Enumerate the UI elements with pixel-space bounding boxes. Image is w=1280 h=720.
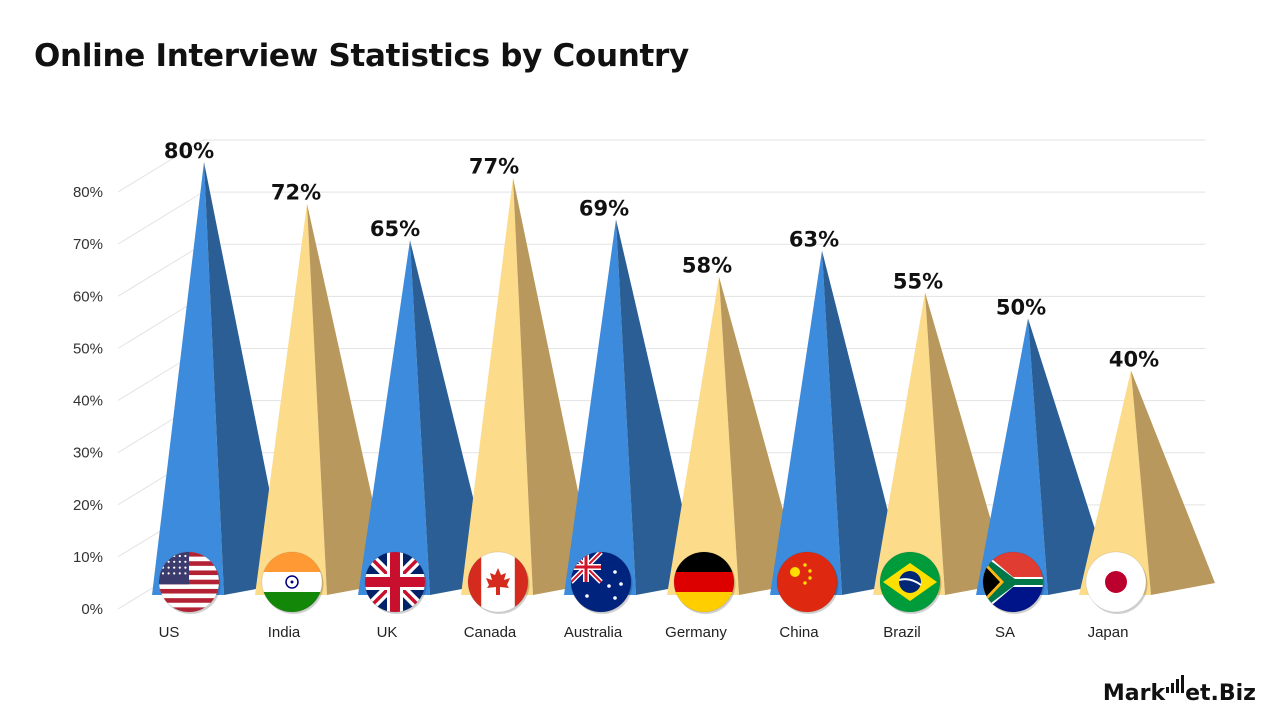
pyramid-front-face: [358, 240, 430, 595]
pyramid-front-face: [461, 177, 533, 595]
canada-flag-icon: [467, 551, 530, 614]
china-flag-icon: [776, 551, 839, 614]
pyramid-bar: [770, 250, 906, 614]
india-flag-icon: [261, 551, 324, 614]
pyramid-bar: [461, 177, 597, 614]
data-label: 58%: [682, 254, 732, 278]
south-africa-flag-icon: [982, 551, 1045, 614]
pyramid-front-face: [255, 203, 327, 595]
pyramid-front-face: [1079, 370, 1151, 595]
x-tick-label: Japan: [1088, 624, 1129, 641]
germany-flag-icon: [673, 551, 736, 614]
logo-text-left: Mark: [1102, 681, 1166, 706]
logo-text-right: et.Biz: [1185, 681, 1256, 706]
x-tick-label: US: [159, 624, 180, 641]
pyramid-front-face: [667, 276, 739, 595]
x-tick-label: India: [268, 624, 301, 641]
data-label: 50%: [996, 295, 1046, 319]
pyramid-front-face: [564, 219, 636, 595]
pyramid-bar: [358, 240, 494, 614]
pyramid-side-face: [719, 276, 803, 595]
brazil-flag-icon: [879, 551, 942, 614]
us-flag-icon: [158, 551, 221, 614]
y-tick-label: 60%: [73, 288, 103, 305]
pyramid-side-face: [1028, 318, 1112, 595]
data-label: 77%: [469, 155, 519, 179]
pyramid-front-face: [770, 250, 842, 596]
pyramid-bar: [873, 292, 1009, 614]
x-tick-label: Canada: [464, 624, 517, 641]
pyramid-bar: [1079, 370, 1215, 614]
pyramid-front-face: [976, 318, 1048, 595]
pyramid-side-face: [822, 250, 906, 596]
bars: [152, 162, 1215, 614]
data-label: 80%: [164, 139, 214, 163]
y-tick-label: 30%: [73, 445, 103, 462]
data-label: 72%: [271, 181, 321, 205]
x-tick-label: Brazil: [883, 624, 921, 641]
logo: Mark et.Biz: [1103, 675, 1256, 706]
x-tick-label: Australia: [564, 624, 623, 641]
pyramid-side-face: [1131, 370, 1215, 595]
pyramid-front-face: [152, 162, 224, 595]
x-tick-label: SA: [995, 624, 1015, 641]
y-tick-label: 80%: [73, 184, 103, 201]
y-tick-label: 10%: [73, 549, 103, 566]
pyramid-side-face: [307, 203, 391, 595]
pyramid-side-face: [513, 177, 597, 595]
logo-bars-icon: [1166, 675, 1185, 693]
x-axis: US India UK Canada Australia Germany China Braz…: [159, 624, 1129, 641]
data-label: 63%: [789, 228, 839, 252]
japan-flag-icon: [1085, 551, 1148, 614]
pyramid-side-face: [616, 219, 700, 595]
data-label: 65%: [370, 217, 420, 241]
data-label: 40%: [1109, 348, 1159, 372]
data-label: 69%: [579, 196, 629, 220]
x-tick-label: China: [779, 624, 819, 641]
y-axis: 0% 10% 20% 30% 40% 50% 60% 70% 80%: [73, 184, 103, 618]
pyramid-bar: [255, 203, 391, 614]
y-tick-label: 40%: [73, 393, 103, 410]
data-label: 55%: [893, 269, 943, 293]
australia-flag-icon: [570, 551, 633, 614]
pyramid-side-face: [925, 292, 1009, 595]
y-tick-label: 0%: [81, 601, 103, 618]
data-labels: 80% 72% 65% 77% 69% 58% 63% 55% 50% 40%: [164, 139, 1159, 372]
pyramid-bar: [152, 162, 288, 614]
y-tick-label: 20%: [73, 497, 103, 514]
x-tick-label: Germany: [665, 624, 727, 641]
pyramid-bar: [667, 276, 803, 614]
y-tick-label: 70%: [73, 236, 103, 253]
y-tick-label: 50%: [73, 340, 103, 357]
pyramid-front-face: [873, 292, 945, 595]
pyramid-bar: [976, 318, 1112, 614]
uk-flag-icon: [364, 551, 427, 614]
x-tick-label: UK: [377, 624, 398, 641]
pyramid-side-face: [204, 162, 288, 595]
chart-title: Online Interview Statistics by Country: [34, 38, 689, 74]
pyramid-bar: [564, 219, 700, 614]
